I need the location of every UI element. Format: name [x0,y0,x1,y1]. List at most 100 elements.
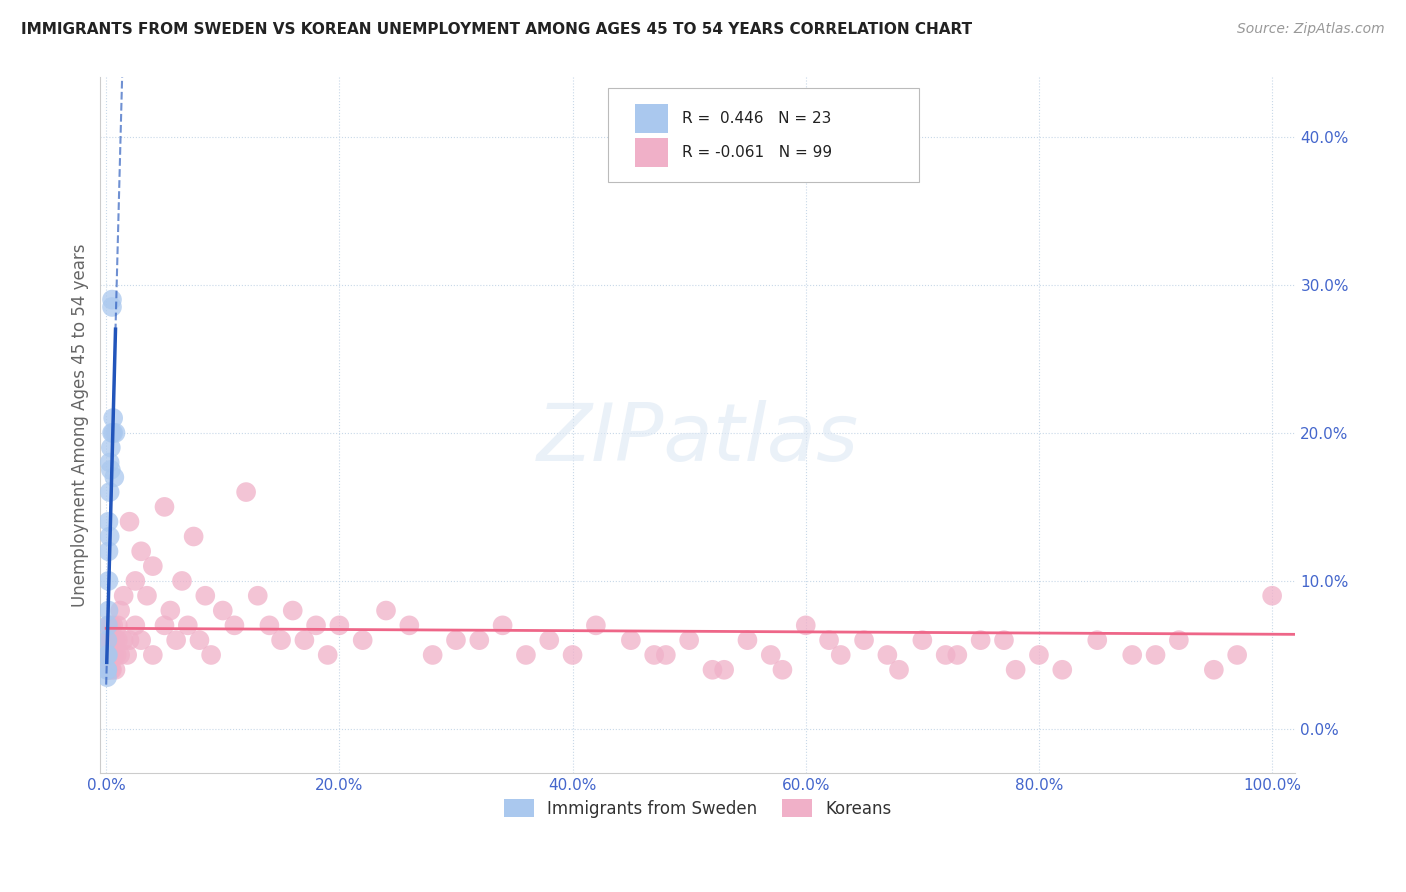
Point [468,633,491,648]
Point [101,648,124,662]
Point [305,618,328,632]
Text: IMMIGRANTS FROM SWEDEN VS KOREAN UNEMPLOYMENT AMONG AGES 45 TO 54 YEARS CORRELAT: IMMIGRANTS FROM SWEDEN VS KOREAN UNEMPLO… [21,22,972,37]
Text: R =  0.446   N = 23: R = 0.446 N = 23 [682,112,832,127]
Point [444,633,467,648]
Point [118,515,141,529]
Point [96,648,118,662]
Point [165,633,187,648]
Point [97,618,120,632]
Point [211,603,233,617]
Point [103,648,125,662]
Point [115,648,138,662]
Point [1121,648,1143,662]
Point [142,648,165,662]
Point [101,663,124,677]
Point [153,500,176,514]
Point [1144,648,1167,662]
Point [188,633,211,648]
Point [352,633,374,648]
Point [200,648,222,662]
Point [100,663,122,677]
Text: R = -0.061   N = 99: R = -0.061 N = 99 [682,145,832,160]
FancyBboxPatch shape [634,104,668,134]
Point [136,589,159,603]
Point [398,618,420,632]
Point [104,663,127,677]
Point [98,455,121,469]
Point [96,663,118,677]
Point [108,603,131,617]
Point [491,618,513,632]
Point [328,618,350,632]
Point [292,633,315,648]
Point [98,529,121,543]
Point [235,485,257,500]
Point [124,574,146,588]
Point [678,633,700,648]
Point [1004,663,1026,677]
Point [935,648,957,662]
Point [224,618,246,632]
Point [98,648,121,662]
Point [107,633,129,648]
Point [153,618,176,632]
Point [759,648,782,662]
Point [794,618,817,632]
Point [194,589,217,603]
Point [96,663,118,677]
Point [993,633,1015,648]
Point [702,663,724,677]
Point [97,544,120,558]
Point [104,633,127,648]
Point [101,618,124,632]
Point [770,663,793,677]
Point [830,648,852,662]
Point [911,633,934,648]
Point [96,670,118,684]
Point [585,618,607,632]
Point [643,648,665,662]
Point [737,633,759,648]
Point [96,663,118,677]
Point [97,603,120,617]
Point [100,618,122,632]
Point [112,633,135,648]
Point [100,441,122,455]
Point [103,470,125,484]
Point [101,300,124,314]
Point [655,648,678,662]
Point [515,648,537,662]
Point [946,648,969,662]
Point [97,663,120,677]
Point [97,574,120,588]
Point [1167,633,1189,648]
Point [97,633,120,648]
Point [129,544,152,558]
Point [101,425,124,440]
Point [98,633,121,648]
Point [97,618,120,632]
Point [422,648,444,662]
Point [177,618,200,632]
Point [101,633,124,648]
Point [101,425,124,440]
Point [101,411,124,425]
Point [375,603,398,617]
Point [538,633,561,648]
Point [316,648,339,662]
Point [1226,648,1249,662]
Point [118,633,141,648]
Point [96,648,118,662]
Point [270,633,292,648]
Point [1028,648,1050,662]
Point [887,663,910,677]
Point [1261,589,1284,603]
Point [818,633,841,648]
Point [170,574,193,588]
Point [101,648,124,662]
Point [1085,633,1108,648]
Point [100,463,122,477]
Text: ZIPatlas: ZIPatlas [537,401,859,478]
Legend: Immigrants from Sweden, Koreans: Immigrants from Sweden, Koreans [498,793,898,824]
Text: Source: ZipAtlas.com: Source: ZipAtlas.com [1237,22,1385,37]
